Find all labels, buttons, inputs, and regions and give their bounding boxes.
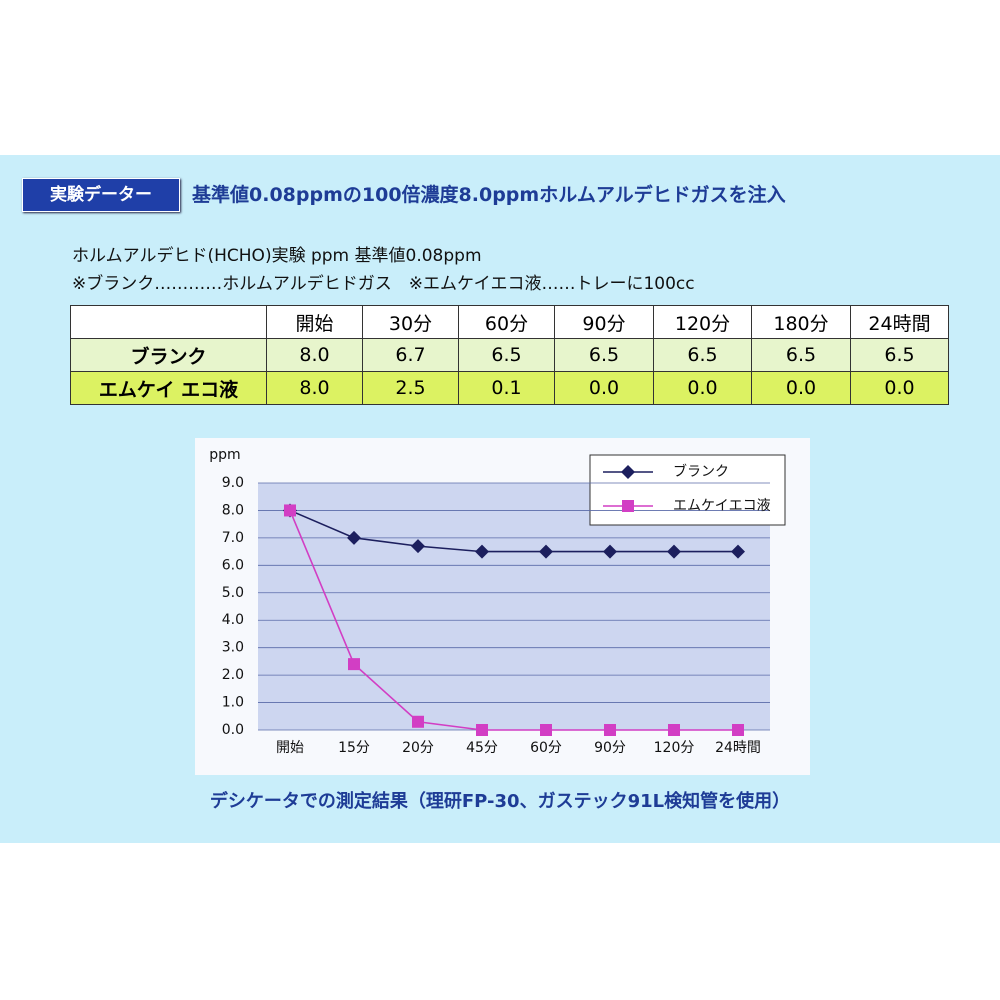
table-cell: 90分 xyxy=(554,305,654,339)
x-tick-label: 120分 xyxy=(654,740,695,756)
legend-label: エムケイエコ液 xyxy=(673,498,771,514)
legend xyxy=(589,454,786,526)
y-tick-label: 3.0 xyxy=(222,640,244,656)
table-row: ブランク 8.0 6.7 6.5 6.5 6.5 6.5 6.5 xyxy=(70,338,949,372)
row-header: ブランク xyxy=(70,338,267,372)
marker xyxy=(284,504,296,517)
y-tick-label: 7.0 xyxy=(222,530,244,546)
table-cell: 6.5 xyxy=(850,338,949,372)
y-tick-label: 8.0 xyxy=(222,502,244,518)
table-cell: 6.7 xyxy=(362,338,459,372)
x-tick-label: 15分 xyxy=(338,740,370,756)
y-tick-label: 4.0 xyxy=(222,612,244,628)
y-axis-label: ppm xyxy=(209,447,240,463)
table-cell: 180分 xyxy=(751,305,851,339)
series-line xyxy=(289,510,738,731)
table-cell: 30分 xyxy=(362,305,459,339)
marker xyxy=(621,465,635,479)
table-cell: 2.5 xyxy=(362,371,459,405)
table-cell: 6.5 xyxy=(458,338,555,372)
legend-label: ブランク xyxy=(673,463,729,480)
x-tick-label: 24時間 xyxy=(715,740,761,756)
marker xyxy=(668,724,680,736)
marker xyxy=(476,724,488,736)
x-tick-label: 20分 xyxy=(402,740,434,756)
row-header: エムケイ エコ液 xyxy=(70,371,267,405)
marker xyxy=(732,724,744,736)
note: ホルムアルデヒド(HCHO)実験 ppm 基準値0.08ppm xyxy=(72,246,482,266)
y-tick-label: 6.0 xyxy=(222,557,244,573)
x-tick-label: 60分 xyxy=(530,740,562,756)
table-row: 開始 30分 60分 90分 120分 180分 24時間 xyxy=(70,305,949,339)
table-cell: 8.0 xyxy=(266,371,363,405)
table-cell: 24時間 xyxy=(850,305,949,339)
y-tick-label: 0.0 xyxy=(222,722,244,738)
marker xyxy=(622,500,634,512)
table-cell: 0.0 xyxy=(554,371,654,405)
marker xyxy=(475,544,489,559)
marker xyxy=(604,724,616,736)
table-cell: 120分 xyxy=(653,305,752,339)
table-cell: 60分 xyxy=(458,305,555,339)
chart: ppm 0.0 1.0 2.0 3.0 4.0 5.0 6.0 7.0 8.0 9.0 開始 15分 2… xyxy=(195,438,810,775)
y-tick-label: 2.0 xyxy=(222,667,244,683)
table-cell: 8.0 xyxy=(266,338,363,372)
table-cell: 0.1 xyxy=(458,371,555,405)
marker xyxy=(347,530,361,545)
table-row: エムケイ エコ液 8.0 2.5 0.1 0.0 0.0 0.0 0.0 xyxy=(70,371,949,405)
marker xyxy=(731,544,745,559)
series-line xyxy=(289,509,738,553)
caption: デシケータでの測定結果（理研FP-30、ガステック91L検知管を使用） xyxy=(209,791,791,812)
badge: 実験データー xyxy=(22,178,180,212)
table-cell: 6.5 xyxy=(751,338,851,372)
x-tick-label: 開始 xyxy=(276,740,304,756)
y-tick-label: 5.0 xyxy=(222,585,244,601)
marker xyxy=(667,544,681,559)
marker xyxy=(411,539,425,554)
y-tick-label: 1.0 xyxy=(222,695,244,711)
x-tick-label: 45分 xyxy=(466,740,498,756)
marker xyxy=(540,724,552,736)
marker xyxy=(539,544,553,559)
table-cell: 開始 xyxy=(266,305,363,339)
table-cell: 0.0 xyxy=(850,371,949,405)
marker xyxy=(348,658,360,671)
data-table: 開始 30分 60分 90分 120分 180分 24時間 ブランク 8.0 6.7 6.5 6.5 6… xyxy=(70,305,949,405)
title: 基準値0.08ppmの100倍濃度8.0ppmホルムアルデヒドガスを注入 xyxy=(192,184,786,206)
x-tick-label: 90分 xyxy=(594,740,626,756)
marker xyxy=(603,544,617,559)
marker xyxy=(412,715,424,728)
table-cell xyxy=(70,305,267,339)
table-cell: 0.0 xyxy=(751,371,851,405)
y-tick-label: 9.0 xyxy=(222,475,244,491)
table-cell: 6.5 xyxy=(653,338,752,372)
note: ※ブランク…………ホルムアルデヒドガス ※エムケイエコ液……トレーに100cc xyxy=(72,274,695,294)
table-cell: 6.5 xyxy=(554,338,654,372)
table-cell: 0.0 xyxy=(653,371,752,405)
